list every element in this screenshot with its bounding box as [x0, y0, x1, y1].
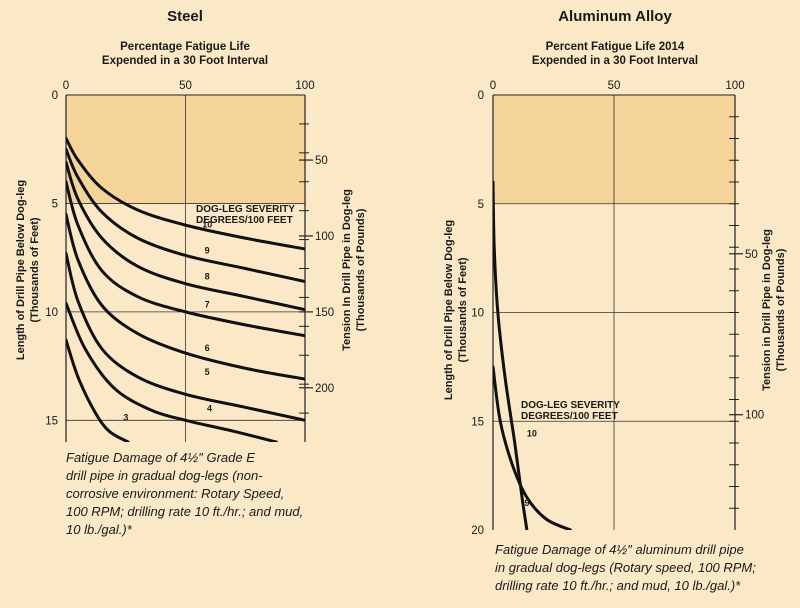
steel-severity-label: DOG-LEG SEVERITY: [196, 204, 295, 215]
aluminum-left-tick-label: 20: [471, 525, 484, 537]
steel-left-tick-label: 0: [52, 90, 58, 102]
aluminum-ylabel-line: (Thousands of Feet): [457, 257, 469, 362]
aluminum-right-tick-label: 50: [745, 249, 758, 261]
aluminum-severity-label: DOG-LEG SEVERITY: [521, 400, 620, 411]
aluminum-curve-label-9: 9: [524, 498, 529, 508]
steel-right-tick-label: 50: [315, 155, 328, 167]
aluminum-top-tick-label: 50: [608, 80, 621, 92]
steel-title: Steel: [167, 8, 203, 25]
steel-right-label-line: Tension In Drill Pipe in Dog-leg: [341, 189, 353, 351]
aluminum-ylabel: Length of Drill Pipe Below Dog-leg (Thous…: [443, 220, 469, 400]
steel-curve-label-6: 6: [205, 343, 210, 353]
steel-right-tick-label: 100: [315, 231, 334, 243]
steel-curve-4: [66, 301, 278, 442]
steel-curve-label-5: 5: [205, 367, 210, 377]
steel-caption-line: corrosive environment: Rotary Speed,: [66, 486, 285, 501]
steel-curve-label-9: 9: [205, 245, 210, 255]
steel-ylabel-line: Length of Drill Pipe Below Dog-leg: [15, 180, 27, 360]
aluminum-left-tick-label: 0: [478, 90, 484, 102]
steel-curve-10: [66, 136, 305, 251]
aluminum-curve-9: [493, 365, 572, 530]
steel-curve-9: [66, 147, 305, 284]
aluminum-caption-line: drilling rate 10 ft./hr.; and mud, 10 lb…: [495, 578, 741, 593]
aluminum-top-axis-title-line1: Percent Fatigue Life 2014: [545, 41, 685, 53]
steel-curve-7: [66, 180, 305, 338]
aluminum-top-axis-title-line2: Expended in a 30 Foot Interval: [531, 55, 699, 67]
steel-left-tick-label: 5: [52, 198, 58, 210]
steel-caption: Fatigue Damage of 4½″ Grade E drill pipe…: [66, 449, 376, 539]
aluminum-left-tick-label: 10: [471, 308, 484, 320]
steel-curve-3: [66, 338, 130, 442]
steel-caption-line: Fatigue Damage of 4½″ Grade E: [66, 450, 255, 465]
steel-top-tick-label: 50: [179, 80, 192, 92]
aluminum-caption-line: in gradual dog-legs (Rotary speed, 100 R…: [495, 560, 756, 575]
aluminum-severity-label: DEGREES/100 FEET: [521, 411, 618, 422]
steel-caption-line: 100 RPM; drilling rate 10 ft./hr.; and m…: [66, 504, 304, 519]
steel-curve-label-7: 7: [205, 300, 210, 310]
steel-right-label-line: (Thousands of Pounds): [355, 208, 367, 331]
steel-top-axis-title: Percentage Fatigue Life Expended in a 30…: [60, 40, 310, 68]
steel-top-tick-label: 0: [63, 80, 69, 92]
aluminum-title: Aluminum Alloy: [558, 8, 672, 25]
steel-right-tick-label: 200: [315, 383, 334, 395]
steel-curve-5: [66, 251, 305, 422]
steel-curve-label-8: 8: [205, 271, 210, 281]
aluminum-right-label-line: Tension in Drill Pipe in Dog-leg: [761, 229, 773, 391]
aluminum-caption: Fatigue Damage of 4½″ aluminum drill pip…: [495, 541, 795, 595]
aluminum-left-tick-label: 5: [478, 199, 484, 211]
aluminum-curve-10: [493, 180, 529, 530]
aluminum-top-tick-label: 100: [725, 80, 744, 92]
steel-top-axis-title-line1: Percentage Fatigue Life: [120, 41, 250, 53]
aluminum-caption-line: Fatigue Damage of 4½″ aluminum drill pip…: [495, 542, 744, 557]
steel-curve-6: [66, 212, 305, 381]
steel-right-label: Tension In Drill Pipe in Dog-leg (Thousan…: [341, 189, 367, 351]
steel-right-tick-label: 150: [315, 307, 334, 319]
steel-ylabel: Length of Drill Pipe Below Dog-leg (Thous…: [15, 180, 41, 360]
steel-left-tick-label: 15: [45, 415, 58, 427]
steel-curve-label-10: 10: [202, 219, 212, 229]
aluminum-right-tick-label: 100: [745, 410, 764, 422]
steel-caption-line: drill pipe in gradual dog-legs (non-: [66, 468, 263, 483]
aluminum-top-axis-title: Percent Fatigue Life 2014 Expended in a …: [495, 40, 735, 68]
steel-caption-line: 10 lb./gal.)*: [66, 522, 132, 537]
aluminum-chart: 0 50 100 0 5 10 15 20 50 100 Length of Drill Pipe …: [443, 80, 787, 537]
steel-curve-8: [66, 160, 305, 312]
steel-left-tick-label: 10: [45, 307, 58, 319]
aluminum-ylabel-line: Length of Drill Pipe Below Dog-leg: [443, 220, 455, 400]
steel-severity-label: DEGREES/100 FEET: [196, 215, 293, 226]
aluminum-left-tick-label: 15: [471, 416, 484, 428]
steel-chart: 0 50 100 0 5 10 15 50 100 150 200 Length of Drill P…: [15, 80, 367, 442]
aluminum-right-label: Tension in Drill Pipe in Dog-leg (Thousan…: [761, 229, 787, 391]
aluminum-top-tick-label: 0: [490, 80, 496, 92]
aluminum-right-label-line: (Thousands of Pounds): [775, 248, 787, 371]
steel-top-axis-title-line2: Expended in a 30 Foot Interval: [101, 55, 269, 67]
steel-top-tick-label: 100: [295, 80, 314, 92]
steel-curve-label-4: 4: [207, 404, 212, 414]
steel-ylabel-line: (Thousands of Feet): [29, 217, 41, 322]
aluminum-curve-label-10: 10: [527, 428, 537, 438]
steel-curve-label-3: 3: [123, 412, 128, 422]
